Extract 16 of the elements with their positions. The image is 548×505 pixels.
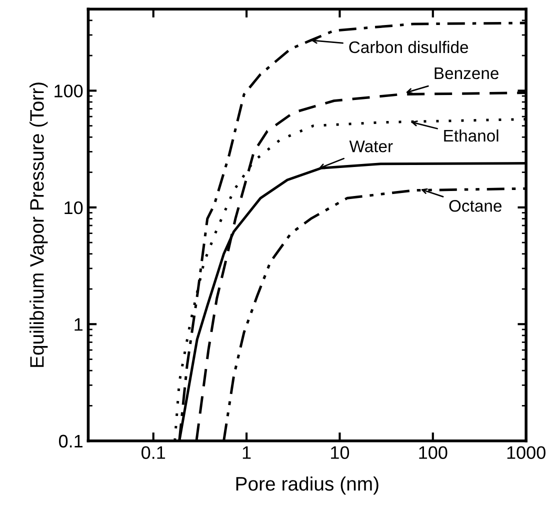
- annotation: Octane: [449, 200, 502, 212]
- annotation: Ethanol: [444, 129, 498, 142]
- y-axis-title: Equilibrium Vapor Pressure (Torr): [30, 82, 48, 367]
- x-tick-label: 1: [242, 446, 251, 459]
- annotation: Carbon disulfide: [349, 40, 468, 54]
- y-tick-label: 100: [54, 84, 83, 98]
- x-tick-label: 100: [419, 446, 448, 459]
- x-tick-label: 10: [331, 446, 350, 459]
- annotation: Water: [349, 140, 393, 152]
- y-tick-label: 0.1: [58, 434, 82, 448]
- x-tick-label: 1000: [507, 446, 546, 459]
- x-axis-title: Pore radius (nm): [236, 476, 378, 495]
- y-tick-label: 1: [74, 318, 82, 331]
- x-tick-label: 0.1: [142, 446, 166, 459]
- annotation: Benzene: [434, 68, 498, 80]
- y-tick-label: 10: [64, 201, 83, 214]
